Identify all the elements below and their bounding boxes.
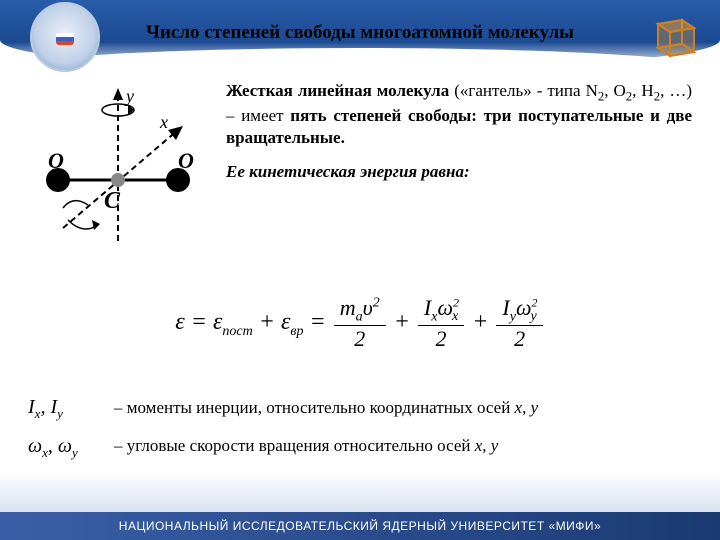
d2t: – угловые скорости вращения относительно… [114,436,475,455]
kinetic-energy-line: Ее кинетическая энергия равна: [226,162,692,182]
dwy: y [72,445,78,460]
f-d3: 2 [496,326,542,352]
para-t2: («гантель» - типа N [449,81,598,100]
d1t: – моменты инерции, относительно координа… [114,398,515,417]
footer-bar: НАЦИОНАЛЬНЫЙ ИССЛЕДОВАТЕЛЬСКИЙ ЯДЕРНЫЙ У… [0,512,720,540]
sym-plus1: + [259,309,281,335]
sym-plus2: + [394,309,416,335]
dw1: ω [28,435,42,457]
sym-eq1: = [191,309,213,335]
sym-eps3: ε [281,309,290,335]
description-paragraph: Жесткая линейная молекула («гантель» - т… [226,80,692,148]
footer-gradient [0,472,720,512]
sym-eq2: = [309,309,331,335]
slide-title: Число степеней свободы многоатомной моле… [0,22,720,44]
para-t3: , O [604,81,626,100]
def-row-omega: ωx, ωy – угловые скорости вращения относ… [28,427,692,466]
sub-vr: вр [290,324,303,339]
frac-2: Ixω2x 2 [418,295,464,352]
definitions: Ix, Iy – моменты инерции, относительно к… [28,388,692,465]
atom-right-label: O [178,148,194,173]
content-area: y x O O C Жесткая линейная молекула ( [28,80,692,466]
dIy: y [57,406,63,421]
frac-3: Iyω2y 2 [496,295,542,352]
sym-eps: ε [175,309,184,335]
sym-inertia: Ix, Iy [28,388,108,427]
sym-eps2: ε [213,309,222,335]
f-d2: 2 [418,326,464,352]
center-label: C [104,188,121,214]
f-xs2: x [452,309,458,324]
para-bold-1: Жесткая линейная молекула [226,81,449,100]
f-d1: 2 [334,326,386,352]
dsep1: , [40,396,50,418]
f-a: a [356,309,363,324]
para-t4: , H [632,81,654,100]
f-ys2: y [531,309,537,324]
sym-plus3: + [472,309,494,335]
axis-y-label: y [124,86,134,106]
def-text-omega: – угловые скорости вращения относительно… [114,430,498,462]
d1xy: x, y [515,398,539,417]
dI1: I [28,396,35,418]
f-wx: ω [437,295,453,320]
dw2: ω [58,435,72,457]
frac-1: maυ2 2 [334,295,386,352]
sub-post: пост [222,324,252,339]
sym-omega: ωx, ωy [28,427,108,466]
f-2a: 2 [373,296,380,311]
f-Iy: I [502,295,509,320]
formula: ε = εпост + εвр = maυ2 2 + Ixω2x 2 + Iyω… [28,295,692,352]
molecule-diagram: y x O O C [28,80,208,265]
dsep2: , [48,435,58,457]
atom-left-label: O [48,148,64,173]
def-row-inertia: Ix, Iy – моменты инерции, относительно к… [28,388,692,427]
f-v: υ [363,295,373,320]
axis-x-label: x [159,112,168,132]
def-text-inertia: – моменты инерции, относительно координа… [114,392,538,424]
d2xy: x, y [475,436,499,455]
f-wy: ω [516,295,532,320]
para-bold-2: пять степеней свободы: три поступательны… [226,106,692,146]
f-m: m [340,295,356,320]
